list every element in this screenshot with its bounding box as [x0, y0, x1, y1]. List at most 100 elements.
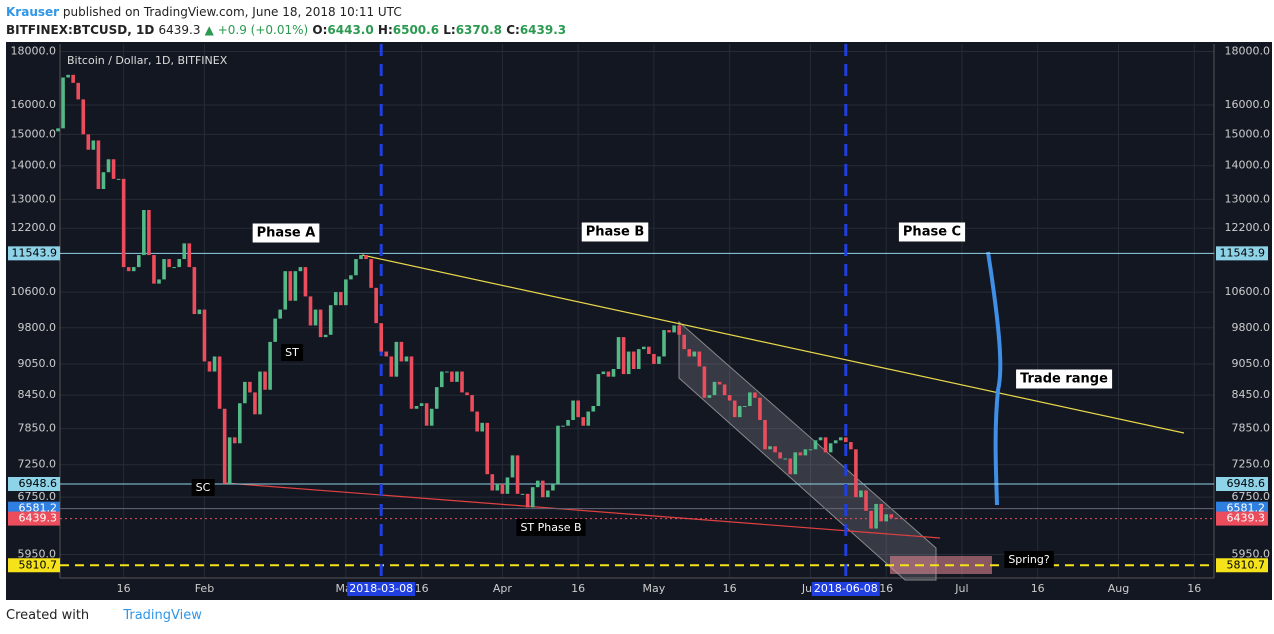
y-tick-label: 15000.0: [11, 127, 57, 140]
candle: [748, 392, 752, 406]
candle: [783, 458, 787, 460]
trade-range-brace: [986, 251, 1003, 506]
candle: [248, 381, 252, 393]
candle: [66, 74, 70, 78]
candle: [339, 292, 343, 306]
candle: [717, 381, 722, 385]
y-tick-label: 7850.0: [18, 422, 57, 435]
h: H:: [377, 23, 393, 37]
candle: [76, 82, 80, 100]
candle: [712, 381, 717, 396]
y-tick-label: 13000.0: [11, 192, 57, 205]
candle: [722, 384, 727, 396]
candle: [227, 437, 232, 484]
candle: [874, 503, 878, 529]
candle: [187, 243, 192, 268]
annotation-bg: [581, 222, 649, 242]
candle: [737, 405, 742, 418]
y-tick-label: 9050.0: [1232, 357, 1271, 370]
marker-label-bg: [811, 582, 880, 596]
candle: [606, 371, 611, 377]
candle: [566, 419, 570, 426]
candle: [222, 408, 227, 484]
candle: [172, 267, 176, 269]
candle: [207, 361, 212, 372]
candle: [621, 337, 626, 375]
candle: [894, 517, 899, 519]
author[interactable]: Krauser: [6, 5, 60, 19]
candle: [586, 411, 591, 426]
candle: [157, 279, 161, 284]
candle: [101, 172, 106, 190]
price-label: 6439.3: [1227, 512, 1266, 525]
price-label-bg: [8, 246, 60, 261]
candle: [409, 356, 414, 409]
y-tick-label: 12200.0: [11, 221, 57, 234]
candle: [278, 309, 282, 319]
candle: [394, 341, 399, 377]
candle: [404, 356, 409, 362]
footer: Created with TradingView: [6, 608, 202, 623]
candle: [823, 437, 828, 453]
candle: [525, 493, 530, 508]
candle: [61, 77, 65, 129]
candle: [773, 446, 777, 453]
x-tick-label: Apr: [493, 582, 513, 595]
x-tick-label: 16: [723, 582, 737, 595]
price-label: 5810.7: [1227, 558, 1266, 571]
price-label: 6948.6: [19, 477, 58, 490]
candle: [500, 483, 505, 494]
annotation-bg: [898, 222, 966, 242]
candle: [535, 480, 540, 488]
candle: [152, 255, 156, 284]
y-tick-label: 14000.0: [1225, 159, 1271, 172]
candle: [121, 178, 126, 268]
low: 6370.8: [455, 23, 503, 37]
trend-line: [361, 254, 1185, 434]
x-tick-label: Jul: [954, 582, 968, 595]
candle: [778, 452, 782, 459]
candle: [813, 440, 818, 450]
candle: [652, 354, 656, 364]
y-tick-label: 9800.0: [1232, 321, 1271, 334]
candle: [616, 337, 621, 369]
candle: [147, 209, 151, 256]
annotation: ST Phase B: [520, 521, 581, 534]
candle: [788, 458, 793, 475]
candle: [889, 514, 894, 518]
price-label-bg: [1216, 558, 1268, 573]
candle: [91, 140, 96, 150]
candle: [475, 411, 479, 432]
created: Created with: [6, 608, 90, 623]
y-tick-label: 15000.0: [1225, 127, 1271, 140]
candle: [707, 395, 712, 398]
candle: [470, 395, 474, 412]
candle: [303, 267, 308, 297]
candle: [571, 400, 575, 420]
candle: [667, 330, 671, 333]
marker-label-bg: [347, 582, 416, 596]
candle: [142, 209, 146, 256]
candle: [202, 309, 207, 362]
candle: [137, 255, 141, 268]
candle: [551, 483, 555, 491]
candle: [162, 259, 166, 280]
c: C:: [506, 23, 520, 37]
candle: [182, 243, 187, 260]
y-tick-label: 7850.0: [1232, 422, 1271, 435]
x-tick-label: Feb: [195, 582, 214, 595]
candle: [546, 490, 550, 498]
close: 6439.3: [519, 23, 567, 37]
candle: [116, 178, 121, 180]
candle: [399, 341, 404, 362]
candle: [86, 134, 91, 150]
annotation: Phase C: [903, 225, 961, 240]
candle: [455, 371, 459, 382]
y-tick-label: 10600.0: [11, 285, 57, 298]
candle: [126, 267, 131, 272]
brand[interactable]: TradingView: [123, 608, 202, 623]
candle: [96, 140, 101, 190]
price-label: 6439.3: [19, 512, 58, 525]
candle: [743, 405, 747, 407]
